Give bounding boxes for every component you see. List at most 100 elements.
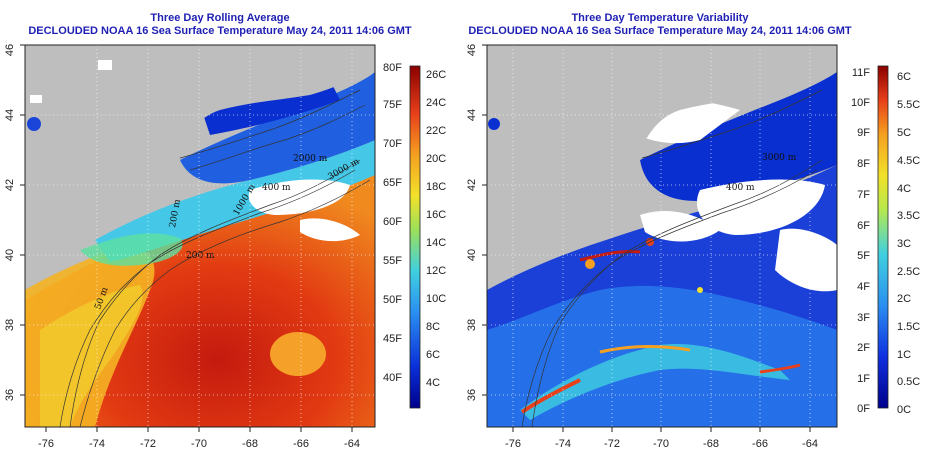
svg-text:400 m: 400 m — [726, 183, 755, 193]
svg-text:400 m: 400 m — [262, 183, 291, 193]
svg-text:46: 46 — [466, 44, 478, 56]
svg-text:36: 36 — [466, 389, 478, 401]
svg-text:4C: 4C — [426, 377, 440, 389]
svg-text:3C: 3C — [897, 238, 911, 250]
svg-text:0F: 0F — [857, 403, 870, 415]
left-x-axis — [45, 427, 353, 432]
svg-text:6C: 6C — [897, 71, 911, 83]
svg-text:200 m: 200 m — [168, 198, 183, 228]
svg-text:70F: 70F — [383, 138, 402, 150]
svg-text:40: 40 — [466, 249, 478, 261]
svg-text:-64: -64 — [344, 438, 360, 450]
right-colorbar — [877, 65, 889, 409]
left-map-frame — [24, 44, 376, 428]
left-map: 2000 m 1000 m 400 m 200 m 200 m 50 m 300… — [25, 45, 375, 427]
svg-text:-72: -72 — [604, 438, 620, 450]
svg-text:10F: 10F — [851, 97, 870, 109]
left-x-tick-labels: -76 -74 -72 -70 -68 -66 -64 — [38, 438, 360, 450]
svg-text:9F: 9F — [857, 127, 870, 139]
svg-text:44: 44 — [4, 109, 16, 121]
left-y-tick-labels: 36 38 40 42 44 46 — [4, 44, 16, 401]
left-cool-band — [95, 140, 375, 262]
svg-text:-76: -76 — [505, 438, 521, 450]
left-y-axis — [20, 44, 25, 396]
svg-text:11F: 11F — [852, 67, 870, 79]
svg-text:-74: -74 — [89, 438, 105, 450]
svg-text:4F: 4F — [857, 281, 870, 293]
svg-text:42: 42 — [466, 179, 478, 191]
svg-text:26C: 26C — [426, 69, 446, 81]
svg-text:2F: 2F — [857, 342, 870, 354]
svg-text:65F: 65F — [383, 177, 402, 189]
svg-text:-68: -68 — [703, 438, 719, 450]
svg-text:-66: -66 — [293, 438, 309, 450]
svg-text:40F: 40F — [383, 372, 402, 384]
svg-text:3F: 3F — [857, 312, 870, 324]
svg-text:40: 40 — [4, 249, 16, 261]
svg-text:-72: -72 — [140, 438, 156, 450]
svg-text:80F: 80F — [383, 62, 402, 74]
right-x-axis — [512, 427, 811, 432]
right-y-tick-labels: 36 38 40 42 44 46 — [466, 44, 478, 401]
right-x-tick-labels: -76 -74 -72 -70 -68 -66 -64 — [505, 438, 818, 450]
right-title-line1: Three Day Temperature Variability — [571, 12, 749, 24]
svg-text:45F: 45F — [383, 333, 402, 345]
svg-text:0.5C: 0.5C — [897, 376, 920, 388]
svg-text:18C: 18C — [426, 181, 446, 193]
svg-text:2C: 2C — [897, 293, 911, 305]
svg-text:10C: 10C — [426, 293, 446, 305]
right-y-axis — [482, 44, 487, 396]
svg-text:42: 42 — [4, 179, 16, 191]
svg-text:2.5C: 2.5C — [897, 266, 920, 278]
svg-text:8C: 8C — [426, 321, 440, 333]
left-bathymetry — [59, 89, 371, 427]
left-title-line2: DECLOUDED NOAA 16 Sea Surface Temperatur… — [28, 25, 412, 37]
left-colorbar — [409, 65, 421, 409]
svg-text:-68: -68 — [242, 438, 258, 450]
left-warm-eddy — [270, 332, 326, 376]
svg-text:1C: 1C — [897, 349, 911, 361]
svg-text:50F: 50F — [383, 294, 402, 306]
svg-text:24C: 24C — [426, 97, 446, 109]
svg-text:44: 44 — [466, 109, 478, 121]
svg-text:5F: 5F — [857, 250, 870, 262]
svg-text:5C: 5C — [897, 127, 911, 139]
svg-text:12C: 12C — [426, 265, 446, 277]
svg-text:16C: 16C — [426, 209, 446, 221]
left-colorbar-f-labels: 80F 75F 70F 65F 60F 55F 50F 45F 40F — [383, 62, 402, 384]
right-bathymetry — [521, 89, 823, 427]
svg-text:-70: -70 — [191, 438, 207, 450]
svg-text:4C: 4C — [897, 183, 911, 195]
svg-text:1F: 1F — [857, 373, 870, 385]
svg-text:36: 36 — [4, 389, 16, 401]
svg-text:6C: 6C — [426, 349, 440, 361]
svg-text:46: 46 — [4, 44, 16, 56]
svg-text:5.5C: 5.5C — [897, 99, 920, 111]
svg-text:-76: -76 — [38, 438, 54, 450]
right-title-line2: DECLOUDED NOAA 16 Sea Surface Temperatur… — [468, 25, 852, 37]
svg-text:-66: -66 — [752, 438, 768, 450]
svg-text:2000 m: 2000 m — [293, 154, 328, 164]
svg-text:55F: 55F — [383, 255, 402, 267]
svg-text:3.5C: 3.5C — [897, 210, 920, 222]
right-contour-labels: 3000 m 400 m — [726, 153, 797, 193]
svg-text:0C: 0C — [897, 404, 911, 416]
svg-text:6F: 6F — [857, 220, 870, 232]
left-colorbar-c-labels: 26C 24C 22C 20C 18C 16C 14C 12C 10C 8C 6… — [426, 69, 446, 389]
svg-text:3000 m: 3000 m — [762, 153, 797, 163]
svg-text:-64: -64 — [802, 438, 818, 450]
svg-text:75F: 75F — [383, 99, 402, 111]
svg-text:4.5C: 4.5C — [897, 155, 920, 167]
svg-text:38: 38 — [466, 319, 478, 331]
svg-text:14C: 14C — [426, 237, 446, 249]
svg-text:20C: 20C — [426, 153, 446, 165]
svg-text:-70: -70 — [653, 438, 669, 450]
right-map: 3000 m 400 m — [487, 45, 837, 427]
right-colorbar-c-labels: 6C 5.5C 5C 4.5C 4C 3.5C 3C 2.5C 2C 1.5C … — [897, 71, 920, 416]
svg-text:22C: 22C — [426, 125, 446, 137]
svg-text:7F: 7F — [857, 189, 870, 201]
svg-text:38: 38 — [4, 319, 16, 331]
left-title-line1: Three Day Rolling Average — [150, 12, 290, 24]
svg-text:1.5C: 1.5C — [897, 321, 920, 333]
left-land — [25, 45, 375, 275]
